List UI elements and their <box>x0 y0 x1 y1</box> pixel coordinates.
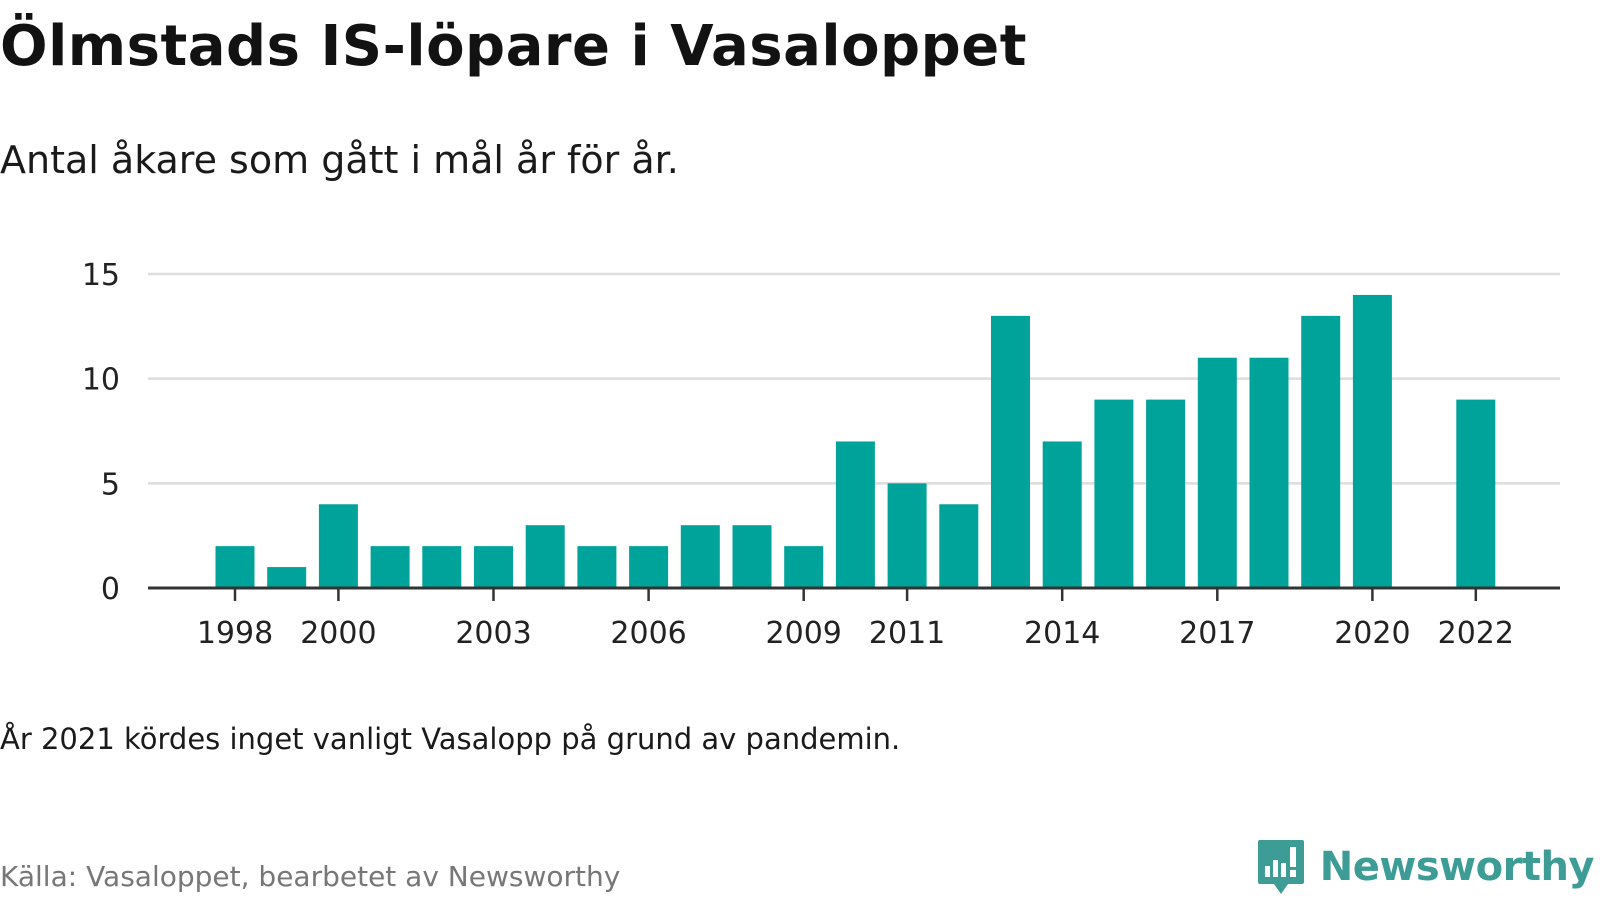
bar-2005 <box>577 546 617 588</box>
bar-1999 <box>267 567 307 588</box>
bar-2001 <box>370 546 410 588</box>
x-tick-label: 1998 <box>197 616 273 651</box>
x-tick-label: 2000 <box>300 616 376 651</box>
y-axis-ticks: 0 5 10 15 <box>82 258 120 607</box>
bar-1998 <box>215 546 255 588</box>
bar-2012 <box>939 504 979 588</box>
x-axis-ticks: 1998 2000 2003 2006 2009 2011 2014 2017 2020 2022 <box>197 588 1514 651</box>
brand-logo: Newsworthy <box>1256 838 1595 896</box>
x-tick-label: 2009 <box>766 616 842 651</box>
bar-2002 <box>422 546 462 588</box>
y-tick-label: 5 <box>101 467 120 502</box>
bar-2020 <box>1352 294 1392 588</box>
x-tick-label: 2020 <box>1334 616 1410 651</box>
newsworthy-logo-icon <box>1257 840 1304 894</box>
x-tick-label: 2022 <box>1438 616 1514 651</box>
chart-subtitle: Antal åkare som gått i mål år för år. <box>0 138 679 182</box>
bars <box>215 294 1496 588</box>
bar-2006 <box>629 546 669 588</box>
bar-2009 <box>784 546 824 588</box>
bar-2000 <box>318 504 358 588</box>
bar-2007 <box>680 525 720 588</box>
bar-2011 <box>887 483 927 588</box>
brand-name: Newsworthy <box>1319 844 1595 890</box>
chart-footnote: År 2021 kördes inget vanligt Vasalopp på… <box>0 722 901 756</box>
bar-2018 <box>1249 357 1289 588</box>
bar-2017 <box>1197 357 1237 588</box>
x-tick-label: 2006 <box>610 616 686 651</box>
bar-2015 <box>1094 399 1134 588</box>
y-tick-label: 15 <box>82 258 120 293</box>
x-tick-label: 2017 <box>1179 616 1255 651</box>
x-tick-label: 2011 <box>869 616 945 651</box>
chart-title: Ölmstads IS-löpare i Vasaloppet <box>0 14 1027 79</box>
bar-chart: 0 5 10 15 1998 2000 2003 2006 2009 2011 2014 2017 2… <box>82 258 1560 651</box>
y-tick-label: 10 <box>82 363 120 398</box>
bar-2010 <box>835 441 875 588</box>
bar-2019 <box>1301 315 1341 588</box>
bar-2022 <box>1456 399 1496 588</box>
x-tick-label: 2003 <box>455 616 531 651</box>
bar-2016 <box>1146 399 1186 588</box>
bar-2014 <box>1042 441 1082 588</box>
bar-2013 <box>991 315 1030 588</box>
source-credit: Källa: Vasaloppet, bearbetet av Newswort… <box>0 860 621 893</box>
bar-2008 <box>732 525 772 588</box>
x-tick-label: 2014 <box>1024 616 1100 651</box>
bar-2003 <box>474 546 513 588</box>
bar-2004 <box>525 525 565 588</box>
y-tick-label: 0 <box>101 572 120 607</box>
